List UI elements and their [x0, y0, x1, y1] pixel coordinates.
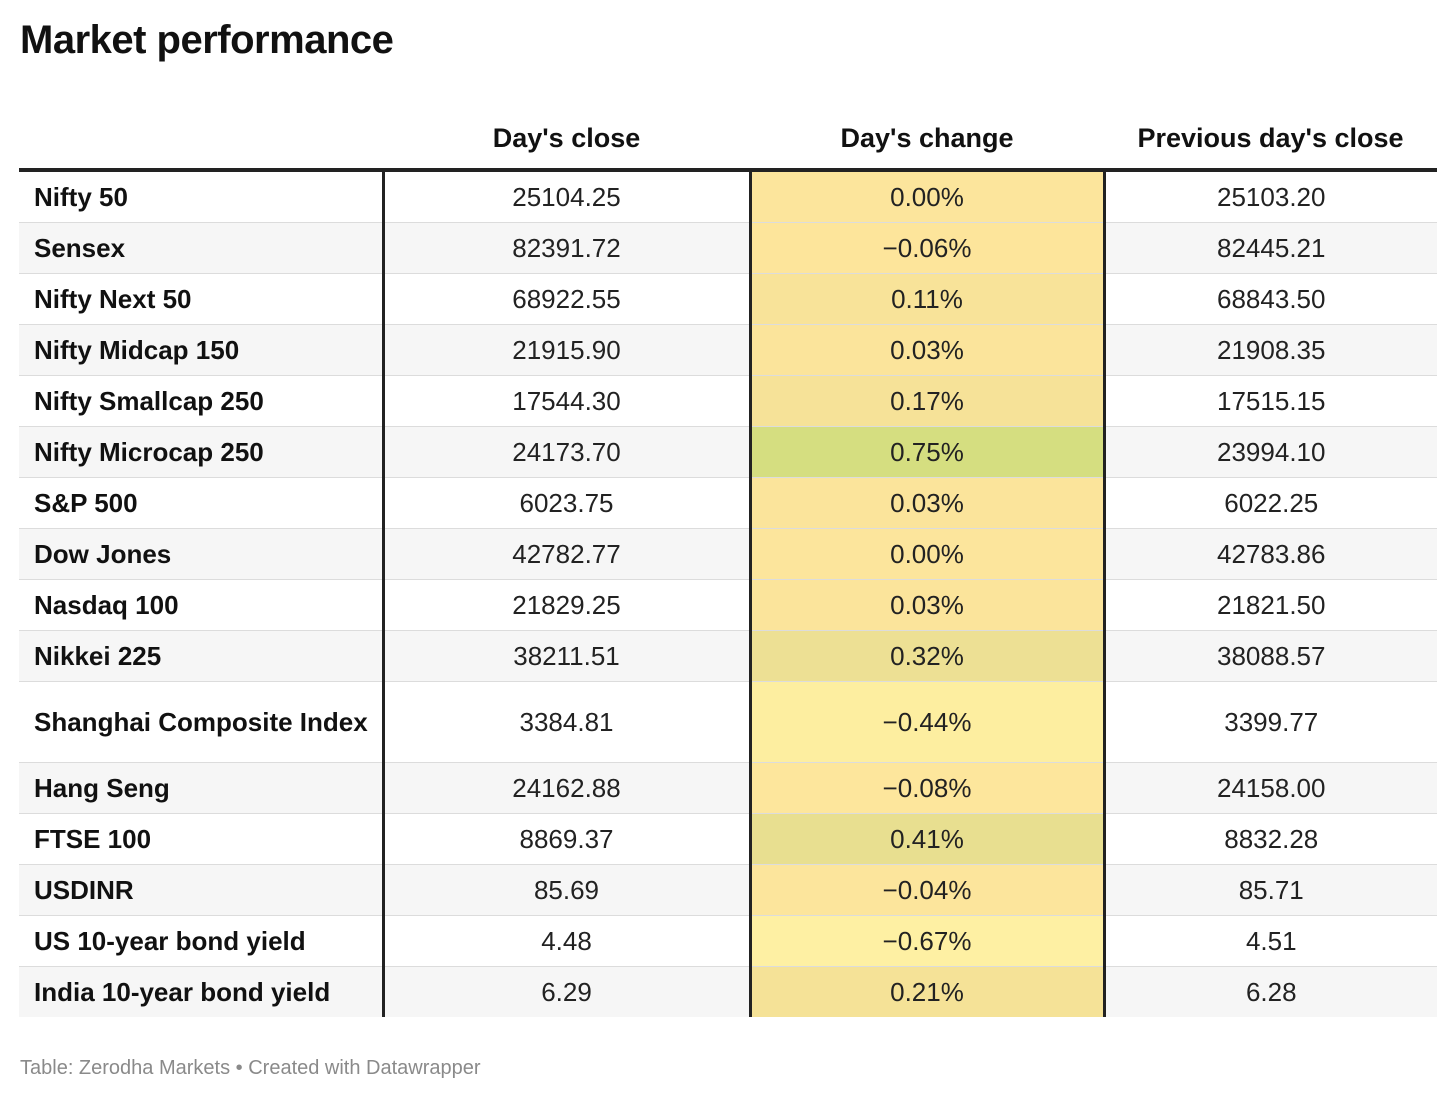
chart-title: Market performance: [20, 18, 394, 62]
row-name: Sensex: [19, 222, 385, 274]
days-change-cell: 0.00%: [750, 169, 1106, 223]
row-name: Nifty Microcap 250: [19, 426, 385, 478]
table-row: Nifty Next 50 68922.55 0.11% 68843.50: [19, 273, 1437, 325]
days-close-cell: 4.48: [383, 915, 752, 967]
days-close-cell: 6.29: [383, 966, 752, 1017]
days-change-cell: 0.03%: [750, 324, 1106, 376]
header-days-close: Day's close: [383, 108, 750, 172]
previous-close-cell: 38088.57: [1104, 630, 1437, 682]
header-previous-close: Previous day's close: [1104, 108, 1437, 172]
row-name: Nifty Next 50: [19, 273, 385, 325]
previous-close-cell: 21821.50: [1104, 579, 1437, 631]
table-row: Nifty 50 25104.25 0.00% 25103.20: [19, 169, 1437, 223]
row-name: Nikkei 225: [19, 630, 385, 682]
table-row: India 10-year bond yield 6.29 0.21% 6.28: [19, 966, 1437, 1017]
table-row: Shanghai Composite Index 3384.81 −0.44% 339…: [19, 681, 1437, 763]
table-row: Nasdaq 100 21829.25 0.03% 21821.50: [19, 579, 1437, 631]
previous-close-cell: 6022.25: [1104, 477, 1437, 529]
days-close-cell: 38211.51: [383, 630, 752, 682]
previous-close-cell: 25103.20: [1104, 169, 1437, 223]
market-performance-table: Day's close Day's change Previous day's …: [19, 108, 1437, 1017]
days-change-cell: 0.11%: [750, 273, 1106, 325]
days-change-cell: −0.44%: [750, 681, 1106, 763]
table-row: FTSE 100 8869.37 0.41% 8832.28: [19, 813, 1437, 865]
previous-close-cell: 21908.35: [1104, 324, 1437, 376]
row-name: Nifty Smallcap 250: [19, 375, 385, 427]
days-change-cell: 0.41%: [750, 813, 1106, 865]
days-change-cell: 0.75%: [750, 426, 1106, 478]
days-close-cell: 17544.30: [383, 375, 752, 427]
previous-close-cell: 85.71: [1104, 864, 1437, 916]
header-row: Day's close Day's change Previous day's …: [19, 108, 1437, 172]
days-change-cell: −0.08%: [750, 762, 1106, 814]
previous-close-cell: 4.51: [1104, 915, 1437, 967]
table-row: USDINR 85.69 −0.04% 85.71: [19, 864, 1437, 916]
days-close-cell: 21915.90: [383, 324, 752, 376]
row-name: Shanghai Composite Index: [19, 681, 385, 763]
days-close-cell: 82391.72: [383, 222, 752, 274]
days-close-cell: 42782.77: [383, 528, 752, 580]
row-name: Nifty 50: [19, 169, 385, 223]
row-name: S&P 500: [19, 477, 385, 529]
table-row: US 10-year bond yield 4.48 −0.67% 4.51: [19, 915, 1437, 967]
table-row: Hang Seng 24162.88 −0.08% 24158.00: [19, 762, 1437, 814]
table-row: Sensex 82391.72 −0.06% 82445.21: [19, 222, 1437, 274]
previous-close-cell: 8832.28: [1104, 813, 1437, 865]
days-close-cell: 68922.55: [383, 273, 752, 325]
previous-close-cell: 3399.77: [1104, 681, 1437, 763]
days-change-cell: −0.04%: [750, 864, 1106, 916]
days-close-cell: 6023.75: [383, 477, 752, 529]
row-name: India 10-year bond yield: [19, 966, 385, 1017]
days-change-cell: 0.03%: [750, 579, 1106, 631]
table-row: Nikkei 225 38211.51 0.32% 38088.57: [19, 630, 1437, 682]
row-name: Nifty Midcap 150: [19, 324, 385, 376]
row-name: USDINR: [19, 864, 385, 916]
previous-close-cell: 68843.50: [1104, 273, 1437, 325]
days-change-cell: 0.32%: [750, 630, 1106, 682]
row-name: US 10-year bond yield: [19, 915, 385, 967]
days-close-cell: 24162.88: [383, 762, 752, 814]
table-row: S&P 500 6023.75 0.03% 6022.25: [19, 477, 1437, 529]
days-change-cell: 0.17%: [750, 375, 1106, 427]
previous-close-cell: 23994.10: [1104, 426, 1437, 478]
source-note: Table: Zerodha Markets • Created with Da…: [20, 1057, 481, 1079]
table-row: Nifty Smallcap 250 17544.30 0.17% 17515.15: [19, 375, 1437, 427]
row-name: Hang Seng: [19, 762, 385, 814]
days-close-cell: 8869.37: [383, 813, 752, 865]
days-change-cell: −0.06%: [750, 222, 1106, 274]
days-change-cell: −0.67%: [750, 915, 1106, 967]
days-close-cell: 85.69: [383, 864, 752, 916]
days-change-cell: 0.03%: [750, 477, 1106, 529]
table-body: Nifty 50 25104.25 0.00% 25103.20 Sensex 82391…: [19, 169, 1437, 1017]
previous-close-cell: 24158.00: [1104, 762, 1437, 814]
table-row: Dow Jones 42782.77 0.00% 42783.86: [19, 528, 1437, 580]
row-name: Dow Jones: [19, 528, 385, 580]
days-close-cell: 25104.25: [383, 169, 752, 223]
previous-close-cell: 17515.15: [1104, 375, 1437, 427]
table-row: Nifty Midcap 150 21915.90 0.03% 21908.35: [19, 324, 1437, 376]
days-close-cell: 21829.25: [383, 579, 752, 631]
row-name: Nasdaq 100: [19, 579, 385, 631]
days-change-cell: 0.21%: [750, 966, 1106, 1017]
days-change-cell: 0.00%: [750, 528, 1106, 580]
previous-close-cell: 82445.21: [1104, 222, 1437, 274]
previous-close-cell: 42783.86: [1104, 528, 1437, 580]
row-name: FTSE 100: [19, 813, 385, 865]
days-close-cell: 24173.70: [383, 426, 752, 478]
table-row: Nifty Microcap 250 24173.70 0.75% 23994.10: [19, 426, 1437, 478]
previous-close-cell: 6.28: [1104, 966, 1437, 1017]
days-close-cell: 3384.81: [383, 681, 752, 763]
header-index: [19, 108, 383, 172]
header-days-change: Day's change: [750, 108, 1104, 172]
